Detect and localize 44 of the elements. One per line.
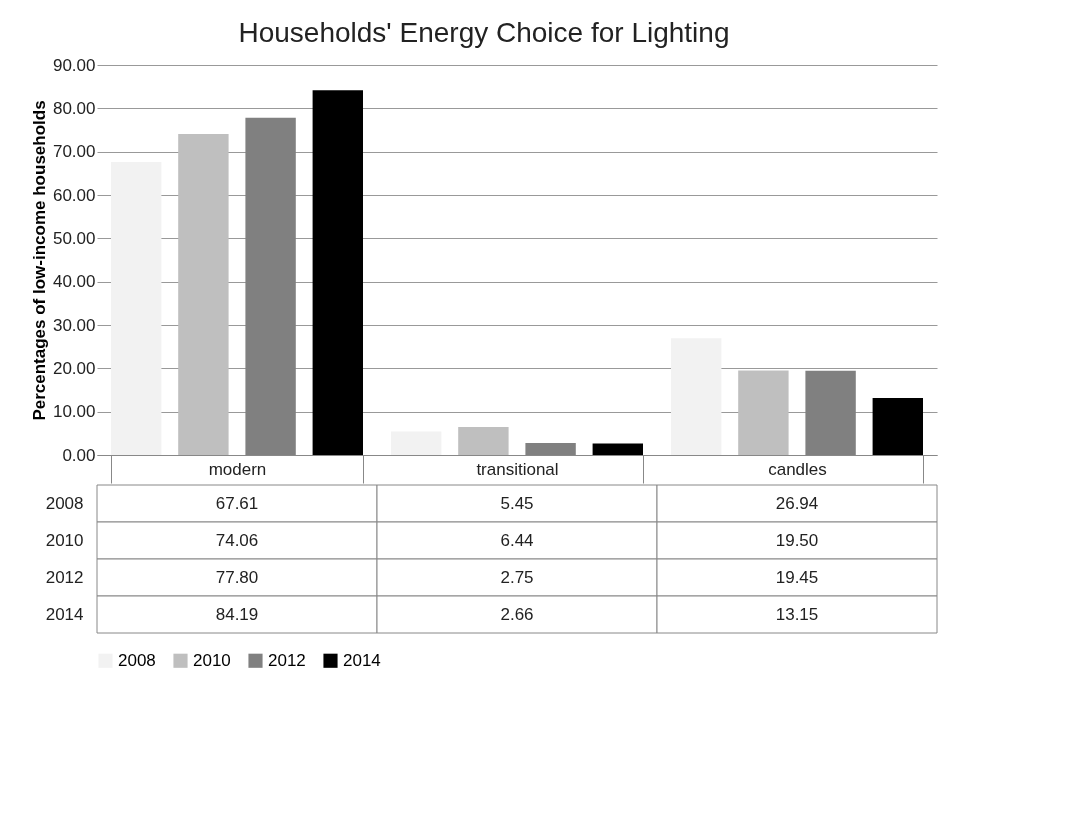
- bar: [312, 90, 363, 455]
- data-label: 2.75: [500, 567, 534, 587]
- y-tick-label: 80.00: [52, 98, 96, 118]
- legend-label: 2008: [118, 650, 156, 670]
- data-label: 2.66: [500, 604, 534, 624]
- legend-label: 2010: [193, 650, 231, 670]
- chart-title: Households' Energy Choice for Lighting: [238, 17, 730, 48]
- bar: [391, 431, 442, 455]
- data-label: 19.50: [775, 530, 819, 550]
- text: 2012: [45, 567, 84, 587]
- legend-label: 2012: [268, 650, 306, 670]
- data-label: 84.19: [215, 604, 259, 624]
- bar: [592, 443, 643, 455]
- y-tick-label: 20.00: [52, 358, 96, 378]
- data-label: 26.94: [775, 493, 819, 513]
- y-tick-label: 60.00: [52, 185, 96, 205]
- text: 2014: [45, 604, 84, 624]
- data-label: 13.15: [775, 604, 819, 624]
- y-tick-label: 70.00: [52, 142, 96, 162]
- data-label: 74.06: [215, 530, 259, 550]
- x-tick-label: candles: [768, 459, 827, 479]
- y-tick-label: 90.00: [52, 55, 96, 75]
- data-label: 67.61: [215, 493, 259, 513]
- legend-label: 2014: [343, 650, 381, 670]
- data-label: 5.45: [500, 493, 534, 513]
- y-tick-label: 0.00: [62, 445, 96, 465]
- bar: [872, 398, 923, 455]
- bar: [738, 370, 789, 455]
- bar: [178, 134, 229, 455]
- bar: [671, 338, 722, 455]
- y-axis-title: Percentages of low-income households: [29, 100, 49, 421]
- text: 2010: [45, 530, 84, 550]
- y-tick-label: 30.00: [52, 315, 96, 335]
- y-tick-label: 40.00: [52, 272, 96, 292]
- x-tick-label: transitional: [476, 459, 559, 479]
- bar: [458, 427, 509, 455]
- y-tick-label: 10.00: [52, 402, 96, 422]
- text: 2008: [45, 493, 84, 513]
- y-tick-label: 50.00: [52, 228, 96, 248]
- bar: [111, 162, 162, 455]
- data-label: 6.44: [500, 530, 534, 550]
- x-tick-label: modern: [208, 459, 267, 479]
- data-label: 19.45: [775, 567, 819, 587]
- data-label: 77.80: [215, 567, 259, 587]
